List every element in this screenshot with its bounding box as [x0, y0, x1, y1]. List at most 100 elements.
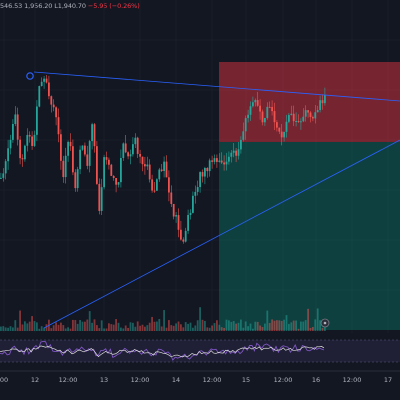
- volume-bar: [52, 325, 55, 331]
- ohlc-low-label: L: [54, 2, 58, 10]
- time-axis-label: 12:00: [131, 376, 150, 384]
- volume-bar: [105, 328, 108, 331]
- candle-body: [139, 153, 141, 157]
- volume-bar: [252, 328, 254, 331]
- candle-body: [28, 134, 31, 137]
- volume-bar: [247, 326, 249, 331]
- candle-body: [283, 131, 285, 138]
- volume-bar: [122, 328, 125, 331]
- volume-bar: [259, 325, 261, 331]
- volume-bar: [280, 320, 283, 331]
- volume-bar: [249, 323, 252, 331]
- candle-body: [300, 121, 302, 123]
- volume-bar: [141, 324, 144, 331]
- time-axis-label: 12:00: [274, 376, 293, 384]
- volume-bar: [24, 321, 26, 331]
- candle-body: [57, 117, 60, 135]
- volume-bar: [81, 321, 84, 331]
- candle-body: [228, 156, 230, 162]
- candle-body: [175, 215, 177, 217]
- candle-body: [98, 183, 101, 211]
- volume-bar: [124, 325, 127, 331]
- volume-bar: [50, 328, 53, 331]
- volume-bar: [57, 324, 60, 331]
- volume-bar: [225, 319, 228, 331]
- candle-body: [312, 116, 314, 119]
- volume-bar: [232, 321, 235, 331]
- candle-body: [136, 137, 139, 154]
- candle-body: [124, 143, 127, 153]
- volume-bar: [180, 324, 182, 331]
- volume-bar: [9, 326, 12, 331]
- candle-body: [129, 154, 132, 157]
- target-circle-icon[interactable]: [320, 318, 330, 328]
- candle-body: [117, 182, 120, 185]
- volume-bar: [189, 322, 192, 331]
- candle-body: [302, 116, 305, 122]
- volume-bar: [163, 310, 165, 331]
- volume-bar: [62, 325, 65, 331]
- volume-bar: [91, 322, 93, 331]
- time-axis-label: 12:00: [343, 376, 362, 384]
- candle-body: [208, 160, 211, 172]
- candle-body: [187, 214, 189, 231]
- volume-bar: [7, 327, 9, 331]
- volume-bar: [79, 319, 81, 331]
- volume-bar: [69, 328, 72, 331]
- volume-bar: [19, 310, 21, 331]
- candle-body: [225, 161, 228, 165]
- candle-body: [55, 107, 57, 118]
- candle-body: [201, 172, 204, 177]
- descending-trendline[interactable]: [33, 71, 400, 102]
- take-profit-zone[interactable]: [219, 142, 400, 330]
- candle-body: [72, 146, 74, 173]
- candle-body: [244, 118, 247, 132]
- ascending-trendline[interactable]: [43, 139, 400, 329]
- volume-bar: [134, 326, 137, 331]
- candle-body: [194, 191, 197, 196]
- volume-bar: [156, 321, 158, 331]
- candle-body: [86, 154, 89, 166]
- volume-bar: [103, 328, 105, 331]
- time-axis[interactable]: 00 12 12:00 13 12:00 14 12:00 15 12:00 16 12:00 17: [0, 376, 392, 384]
- volume-bar: [242, 327, 245, 331]
- candle-body: [223, 162, 225, 165]
- circle-handle-icon[interactable]: [26, 72, 34, 80]
- volume-bar: [74, 320, 77, 331]
- volume-bar: [264, 323, 266, 331]
- volume-bar: [28, 321, 31, 331]
- candle-body: [252, 102, 254, 107]
- volume-bar: [129, 322, 132, 331]
- candle-body: [230, 152, 233, 157]
- volume-bar: [295, 320, 297, 331]
- candle-body: [189, 212, 192, 215]
- candle-body: [307, 110, 309, 113]
- volume-bar: [175, 323, 177, 331]
- volume-bar: [117, 322, 120, 331]
- candle-body: [285, 121, 288, 132]
- volume-bar: [100, 320, 103, 331]
- candle-body: [240, 139, 242, 150]
- candle-body: [276, 122, 278, 128]
- volume-bar: [276, 320, 278, 331]
- time-axis-label: 00: [0, 376, 8, 384]
- candle-body: [127, 152, 129, 157]
- volume-bar: [96, 325, 98, 331]
- volume-bar: [170, 325, 173, 331]
- candle-body: [309, 112, 312, 117]
- candle-body: [324, 94, 326, 104]
- candle-body: [268, 106, 271, 108]
- volume-bar: [314, 319, 317, 331]
- volume-bar: [40, 326, 43, 331]
- volume-bar: [273, 320, 276, 331]
- volume-bar: [304, 320, 307, 331]
- volume-bar: [312, 326, 314, 331]
- time-axis-label: 13: [100, 376, 108, 384]
- candle-body: [64, 155, 67, 178]
- stop-loss-zone[interactable]: [219, 62, 400, 142]
- volume-bar: [271, 319, 273, 331]
- volume-bar: [261, 327, 264, 331]
- volume-bar: [196, 320, 199, 331]
